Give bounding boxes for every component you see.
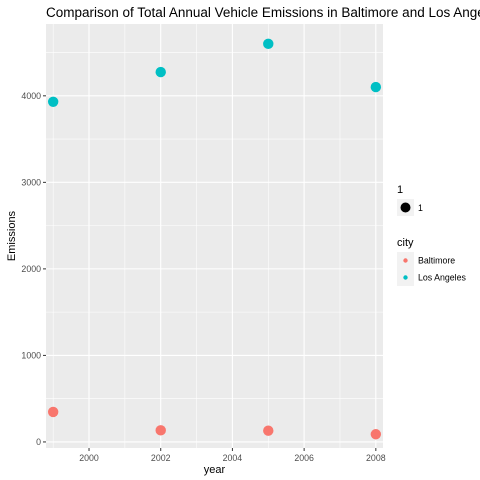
legend-city-key-los-angeles <box>403 275 408 280</box>
y-tick-label: 0 <box>36 437 41 447</box>
point-los-angeles-2005 <box>263 38 274 50</box>
x-tick-label: 2006 <box>294 453 314 463</box>
legend-city: city Baltimore Los Angeles <box>397 237 467 286</box>
point-baltimore-2002 <box>155 425 166 436</box>
data-points <box>47 38 382 440</box>
point-baltimore-1999 <box>47 406 59 418</box>
y-tick-label: 3000 <box>21 177 41 187</box>
y-tick-label: 1000 <box>21 350 41 360</box>
legend-city-label-baltimore: Baltimore <box>418 256 455 266</box>
legend-city-title: city <box>397 237 414 249</box>
legend-size-label: 1 <box>418 203 423 213</box>
axis-ticks: 2000 2002 2004 2006 2008 0 1000 2000 3000 4000 <box>21 91 385 463</box>
plot-panel <box>46 24 383 448</box>
grid-minor <box>46 24 383 448</box>
legend-city-label-los-angeles: Los Angeles <box>418 273 467 283</box>
y-tick-label: 2000 <box>21 264 41 274</box>
chart-title: Comparison of Total Annual Vehicle Emiss… <box>46 5 480 20</box>
point-los-angeles-1999 <box>47 96 59 107</box>
x-tick-label: 2008 <box>366 453 386 463</box>
legend-size: 1 1 <box>397 184 423 216</box>
x-tick-label: 2000 <box>79 453 99 463</box>
legend-size-title: 1 <box>397 184 403 196</box>
x-tick-label: 2002 <box>151 453 171 463</box>
x-axis-title: year <box>204 464 226 476</box>
y-axis-title: Emissions <box>6 210 18 261</box>
point-baltimore-2005 <box>263 425 274 436</box>
grid-major <box>46 24 383 448</box>
point-los-angeles-2008 <box>370 81 382 93</box>
legend-size-key <box>400 202 411 213</box>
x-tick-label: 2004 <box>223 453 243 463</box>
legend-city-key-baltimore <box>403 258 408 263</box>
point-baltimore-2008 <box>370 429 382 440</box>
y-tick-label: 4000 <box>21 91 41 101</box>
point-los-angeles-2002 <box>155 66 166 78</box>
